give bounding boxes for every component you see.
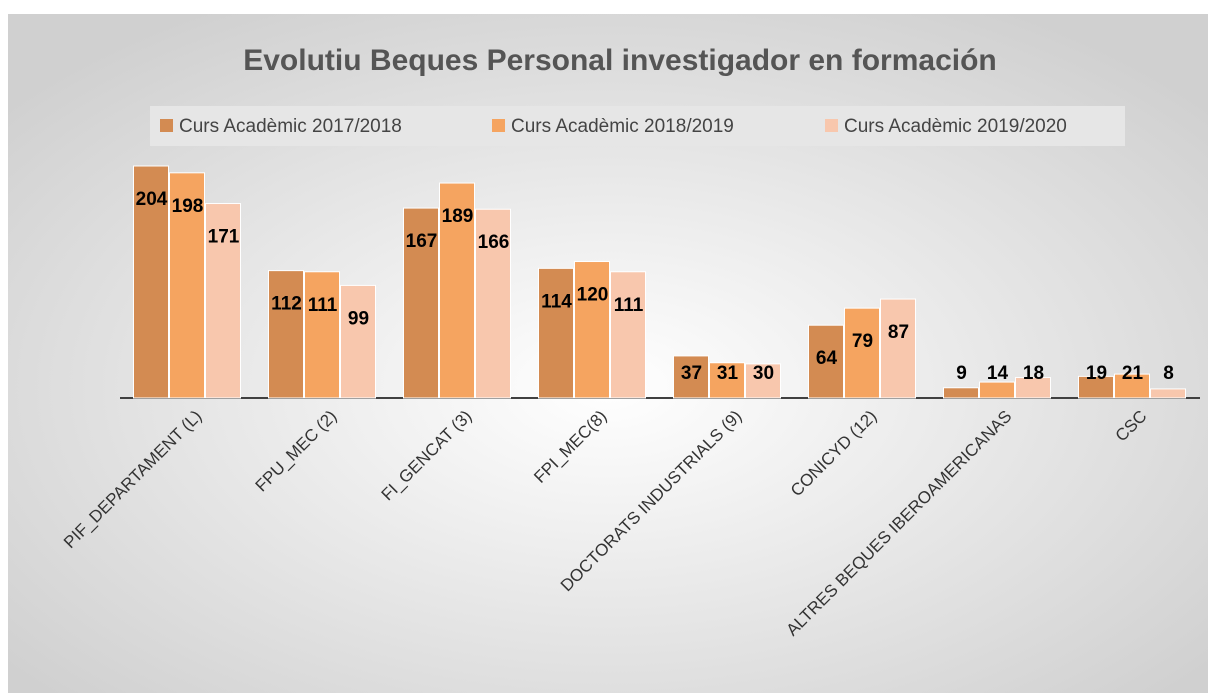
- bar: [745, 363, 781, 399]
- legend-box: [150, 106, 1125, 146]
- value-label: 21: [1122, 363, 1144, 384]
- legend-swatch: [492, 119, 505, 132]
- bar: [1015, 377, 1051, 399]
- value-label: 30: [753, 363, 774, 384]
- legend-label: Curs Acadèmic 2017/2018: [179, 116, 402, 137]
- bar: [205, 203, 241, 399]
- bar: [979, 381, 1015, 399]
- bar: [880, 298, 916, 399]
- value-label: 189: [442, 206, 474, 227]
- value-label: 167: [406, 231, 438, 252]
- value-label: 171: [208, 227, 240, 248]
- bar: [673, 355, 709, 399]
- value-label: 204: [136, 189, 168, 210]
- value-label: 19: [1086, 363, 1107, 384]
- legend-swatch: [160, 119, 173, 132]
- value-label: 166: [478, 232, 510, 253]
- legend-swatch: [825, 119, 838, 132]
- value-label: 120: [577, 285, 609, 306]
- value-label: 87: [888, 322, 909, 343]
- value-label: 79: [852, 331, 873, 352]
- value-label: 99: [348, 308, 369, 329]
- bar: [709, 362, 745, 399]
- bar: [1114, 373, 1150, 399]
- bar: [808, 324, 844, 399]
- legend-label: Curs Acadèmic 2018/2019: [511, 116, 734, 137]
- value-label: 111: [308, 295, 338, 316]
- bar: [844, 307, 880, 399]
- value-label: 9: [956, 363, 967, 384]
- value-label: 114: [541, 291, 572, 312]
- value-label: 64: [816, 348, 838, 369]
- value-label: 14: [987, 363, 1009, 384]
- bar: [403, 207, 439, 399]
- bar: [574, 261, 610, 399]
- legend-label: Curs Acadèmic 2019/2020: [844, 116, 1067, 137]
- bar: [304, 271, 340, 399]
- value-label: 111: [614, 295, 644, 316]
- bar: [1078, 375, 1114, 399]
- bar: [475, 208, 511, 399]
- bar: [268, 270, 304, 399]
- bar: [133, 165, 169, 399]
- bar: [538, 267, 574, 399]
- bar: [439, 182, 475, 399]
- bar: [1150, 388, 1186, 399]
- bar: [169, 172, 205, 399]
- value-label: 37: [681, 363, 702, 384]
- value-label: 8: [1163, 363, 1174, 384]
- value-label: 31: [717, 363, 739, 384]
- chart-title: Evolutiu Beques Personal investigador en…: [243, 44, 997, 77]
- bar: [610, 271, 646, 399]
- value-label: 112: [271, 294, 302, 315]
- bar: [943, 387, 979, 399]
- value-label: 18: [1023, 363, 1044, 384]
- value-label: 198: [172, 196, 204, 217]
- bar: [340, 284, 376, 399]
